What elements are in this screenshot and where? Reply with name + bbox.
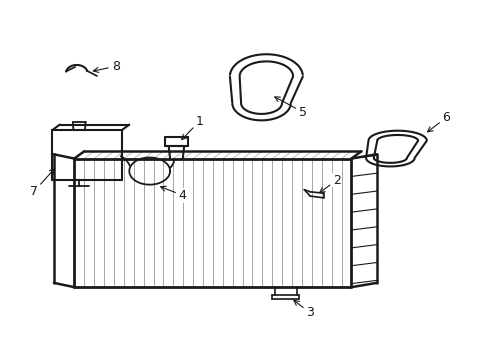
Text: 2: 2: [319, 174, 340, 193]
Text: 7: 7: [30, 169, 55, 198]
Text: 4: 4: [161, 186, 186, 202]
Text: 5: 5: [274, 97, 306, 119]
Text: 1: 1: [182, 114, 203, 140]
Text: 8: 8: [93, 60, 120, 73]
Text: 3: 3: [293, 300, 313, 319]
Text: 6: 6: [427, 111, 449, 132]
